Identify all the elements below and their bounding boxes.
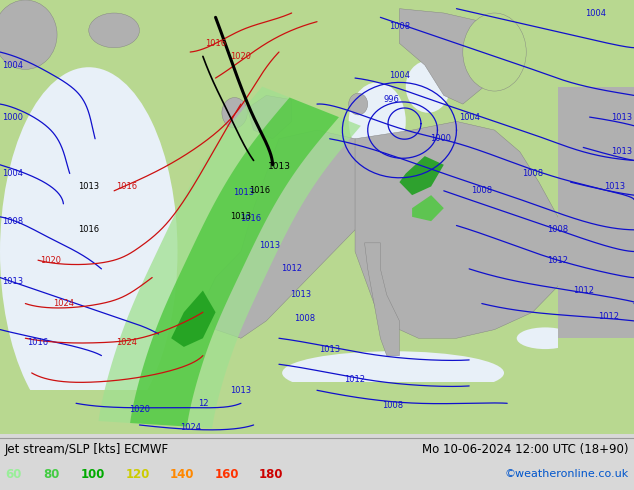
Ellipse shape — [517, 327, 574, 349]
Text: 180: 180 — [259, 468, 283, 481]
Text: 1013: 1013 — [230, 212, 252, 221]
Ellipse shape — [282, 351, 504, 394]
Text: 1004: 1004 — [2, 169, 23, 178]
Text: 1013: 1013 — [319, 344, 340, 354]
Text: 1013: 1013 — [604, 182, 626, 191]
Text: Jet stream/SLP [kts] ECMWF: Jet stream/SLP [kts] ECMWF — [5, 443, 169, 456]
Text: 60: 60 — [5, 468, 22, 481]
Text: 1008: 1008 — [471, 186, 493, 196]
Ellipse shape — [0, 67, 178, 436]
Text: 1020: 1020 — [129, 405, 150, 415]
Ellipse shape — [349, 93, 368, 115]
Text: 1016: 1016 — [249, 186, 271, 196]
Text: 1008: 1008 — [522, 169, 543, 178]
Text: 1012: 1012 — [344, 375, 366, 384]
Polygon shape — [247, 96, 292, 139]
Polygon shape — [130, 98, 339, 427]
Bar — [558, 338, 634, 434]
Bar — [558, 87, 634, 338]
Ellipse shape — [89, 13, 139, 48]
Text: 1013: 1013 — [230, 386, 252, 395]
Bar — [190, 382, 634, 434]
Text: 1008: 1008 — [382, 401, 404, 410]
Text: 1016: 1016 — [205, 39, 226, 48]
Ellipse shape — [0, 0, 57, 70]
Text: 1012: 1012 — [547, 256, 569, 265]
Text: 1012: 1012 — [573, 286, 594, 295]
Polygon shape — [399, 156, 444, 195]
Text: 120: 120 — [126, 468, 150, 481]
Text: 1013: 1013 — [233, 189, 255, 197]
Text: 12: 12 — [198, 399, 208, 408]
Text: 1008: 1008 — [294, 314, 315, 323]
Text: 1013: 1013 — [611, 147, 632, 156]
Polygon shape — [98, 87, 361, 428]
Text: 1013: 1013 — [2, 277, 23, 286]
Ellipse shape — [349, 82, 406, 160]
Text: 1004: 1004 — [458, 113, 480, 122]
Polygon shape — [355, 122, 571, 338]
Text: 160: 160 — [214, 468, 239, 481]
Text: 1013: 1013 — [290, 291, 312, 299]
Bar — [0, 390, 190, 434]
Polygon shape — [203, 130, 380, 338]
Polygon shape — [412, 195, 444, 221]
Polygon shape — [399, 9, 507, 104]
Text: Mo 10-06-2024 12:00 UTC (18+90): Mo 10-06-2024 12:00 UTC (18+90) — [422, 443, 629, 456]
Polygon shape — [365, 243, 399, 356]
Text: 140: 140 — [170, 468, 195, 481]
Text: 1008: 1008 — [547, 225, 569, 234]
Text: 1000: 1000 — [430, 134, 451, 143]
Text: 100: 100 — [81, 468, 105, 481]
Text: 1016: 1016 — [27, 338, 49, 347]
Ellipse shape — [222, 98, 247, 128]
Text: 1000: 1000 — [2, 113, 23, 122]
Text: 1008: 1008 — [2, 217, 23, 226]
Text: 80: 80 — [43, 468, 60, 481]
Text: ©weatheronline.co.uk: ©weatheronline.co.uk — [505, 469, 629, 479]
Text: 1024: 1024 — [179, 423, 201, 432]
Ellipse shape — [406, 61, 450, 113]
Text: 1020: 1020 — [230, 52, 252, 61]
Text: 1004: 1004 — [585, 8, 607, 18]
Text: 1013: 1013 — [78, 182, 100, 191]
Text: 1012: 1012 — [598, 312, 619, 321]
Text: 1013: 1013 — [611, 113, 632, 122]
Text: 1012: 1012 — [281, 265, 302, 273]
Text: 1004: 1004 — [2, 61, 23, 70]
Text: 1020: 1020 — [40, 256, 61, 265]
Text: 1016: 1016 — [240, 215, 261, 223]
Text: 1024: 1024 — [53, 299, 74, 308]
Ellipse shape — [463, 13, 526, 91]
Text: 1016: 1016 — [78, 225, 100, 234]
Text: 1016: 1016 — [116, 182, 138, 191]
Text: 1024: 1024 — [116, 338, 138, 347]
Text: 1013: 1013 — [268, 163, 290, 172]
Text: 1013: 1013 — [259, 241, 280, 249]
Polygon shape — [171, 291, 216, 347]
Text: 1004: 1004 — [389, 72, 410, 80]
Text: 996: 996 — [384, 95, 400, 104]
Text: 1008: 1008 — [389, 22, 410, 30]
